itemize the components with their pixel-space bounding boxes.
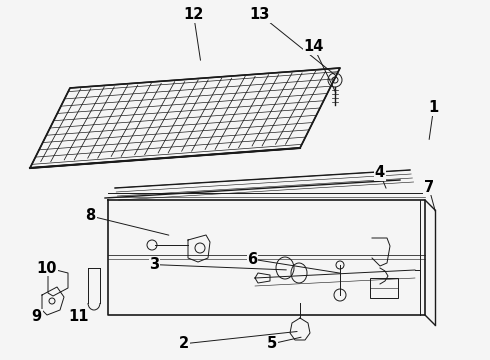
Bar: [370, 278, 398, 298]
Text: 2: 2: [179, 336, 189, 351]
Text: 4: 4: [375, 165, 385, 180]
Text: 6: 6: [247, 252, 257, 267]
Text: 3: 3: [149, 257, 159, 272]
Text: 7: 7: [424, 180, 434, 195]
Text: 11: 11: [68, 309, 89, 324]
Text: 10: 10: [36, 261, 57, 276]
Text: 14: 14: [303, 39, 324, 54]
Text: 5: 5: [267, 336, 277, 351]
Text: 9: 9: [32, 309, 42, 324]
Text: 8: 8: [86, 208, 96, 224]
Text: 1: 1: [429, 100, 439, 116]
Text: 12: 12: [183, 7, 204, 22]
Text: 13: 13: [249, 7, 270, 22]
